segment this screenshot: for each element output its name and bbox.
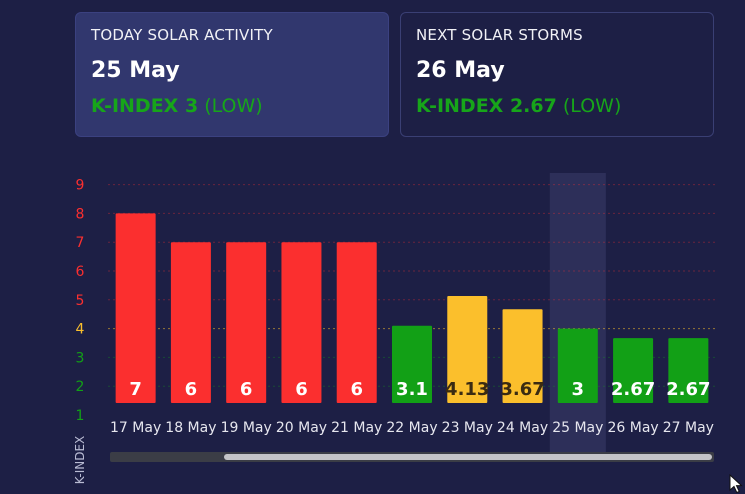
today-solar-activity-card: TODAY SOLAR ACTIVITY 25 May K-INDEX 3 (L… (75, 12, 389, 137)
bar-value-label: 3.67 (500, 379, 544, 400)
y-tick-label: 1 (76, 408, 85, 424)
x-tick-label: 18 May (165, 420, 216, 436)
bar-value-label: 6 (185, 379, 198, 400)
bar-value-label: 7 (129, 379, 142, 400)
y-tick-label: 9 (76, 178, 85, 194)
horizontal-scrollbar-thumb[interactable] (224, 454, 712, 460)
bar (447, 296, 488, 403)
bar-value-label: 2.67 (611, 379, 655, 400)
x-tick-label: 25 May (552, 420, 603, 436)
x-tick-label: 17 May (110, 420, 161, 436)
y-tick-label: 5 (76, 293, 85, 309)
bar-value-label: 6 (295, 379, 308, 400)
bar (557, 328, 598, 403)
y-tick-label: 4 (76, 322, 85, 338)
bar (392, 325, 432, 403)
x-tick-label: 23 May (442, 420, 493, 436)
x-tick-label: 24 May (497, 420, 548, 436)
x-tick-label: 27 May (663, 420, 714, 436)
bar (336, 242, 377, 403)
bar-value-label: 4.13 (445, 379, 489, 400)
x-tick-label: 20 May (276, 420, 327, 436)
today-card-title: TODAY SOLAR ACTIVITY (91, 26, 273, 44)
bar-value-label: 2.67 (666, 379, 710, 400)
today-kindex-level: (LOW) (204, 95, 263, 117)
y-tick-label: 8 (76, 206, 85, 222)
bar (226, 242, 267, 403)
x-tick-label: 21 May (331, 420, 382, 436)
next-kindex-value: K-INDEX 2.67 (416, 95, 557, 117)
bar (668, 338, 709, 403)
bar (170, 242, 211, 403)
highlighted-day-column (549, 173, 606, 452)
bar (613, 338, 654, 403)
next-kindex-level: (LOW) (562, 95, 622, 117)
next-card-date: 26 May (416, 58, 505, 83)
next-card-title: NEXT SOLAR STORMS (416, 26, 583, 44)
x-tick-label: 22 May (386, 420, 437, 436)
next-solar-storms-card: NEXT SOLAR STORMS 26 May K-INDEX 2.67 (L… (400, 12, 714, 137)
bar (115, 213, 156, 403)
y-tick-label: 2 (76, 379, 85, 395)
next-card-kindex: K-INDEX 2.67 (LOW) (416, 95, 698, 117)
today-kindex-value: K-INDEX 3 (91, 95, 199, 117)
bar (281, 242, 322, 403)
x-tick-label: 19 May (221, 420, 272, 436)
y-tick-label: 3 (76, 350, 85, 366)
bar-value-label: 6 (240, 379, 253, 400)
bar-value-label: 3.1 (396, 379, 428, 400)
today-card-date: 25 May (91, 58, 180, 83)
bar (502, 309, 543, 403)
bar-value-label: 6 (350, 379, 363, 400)
today-card-kindex: K-INDEX 3 (LOW) (91, 95, 373, 117)
bar-value-label: 3 (572, 379, 585, 400)
x-tick-label: 26 May (607, 420, 658, 436)
y-tick-label: 7 (76, 235, 85, 251)
y-tick-label: 6 (76, 264, 85, 280)
y-axis-label: K-INDEX (73, 436, 87, 485)
mouse-cursor-icon (729, 474, 743, 494)
